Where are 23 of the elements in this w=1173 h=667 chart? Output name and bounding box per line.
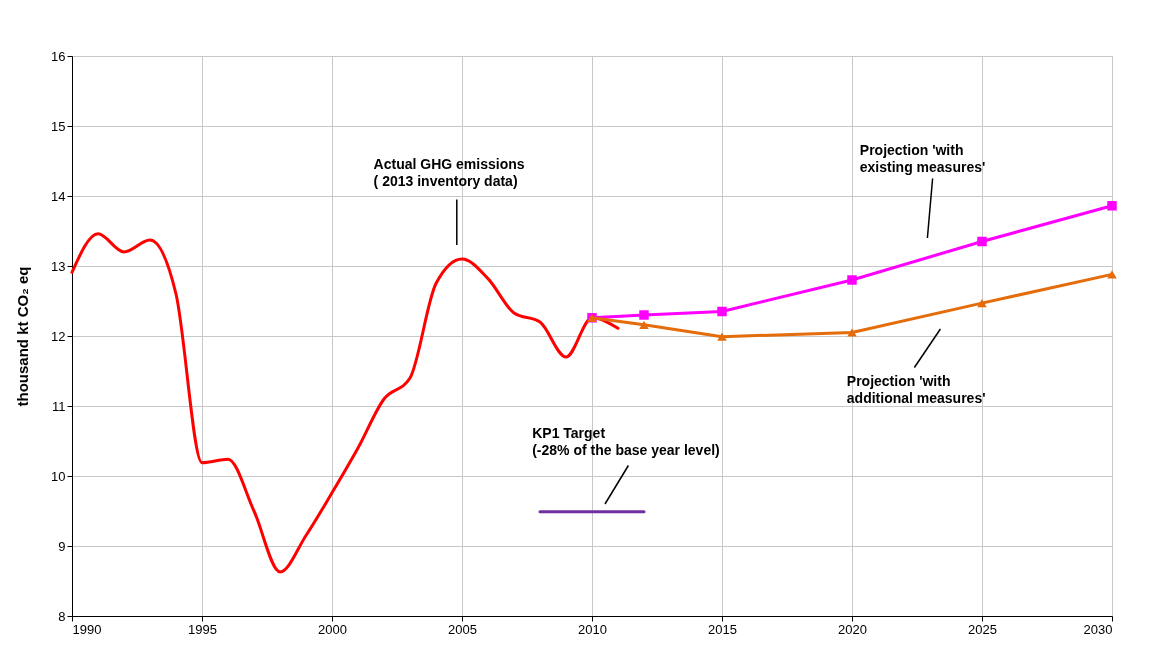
y-tick-label: 14 [51,188,66,204]
annotation: Projection 'with additional measures' [846,372,986,406]
y-tick-label: 8 [58,608,66,624]
annotation: Projection 'with existing measures' [859,141,986,175]
x-tick-label: 1995 [188,621,217,637]
x-tick-label: 2020 [838,621,867,637]
x-tick-label: 2010 [578,621,607,637]
x-tick-label: 2000 [318,621,347,637]
x-tick-label: 2030 [1083,621,1113,637]
y-tick-label: 13 [51,258,66,274]
y-tick-label: 10 [51,468,66,484]
y-axis-title: thousand kt CO₂ eq [14,266,32,407]
y-tick-label: 9 [58,538,66,554]
x-tick-label: 2005 [448,621,477,637]
annotation: KP1 Target (-28% of the base year level) [532,425,720,458]
y-tick-label: 15 [51,118,66,134]
annotation: Actual GHG emissions ( 2013 inventory data) [373,155,525,189]
x-tick-label: 2025 [968,621,997,637]
y-tick-label: 16 [51,48,66,64]
y-tick-label: 11 [52,398,66,414]
y-tick-label: 12 [51,328,66,344]
x-tick-label: 1990 [72,621,102,637]
x-tick-label: 2015 [708,621,737,637]
